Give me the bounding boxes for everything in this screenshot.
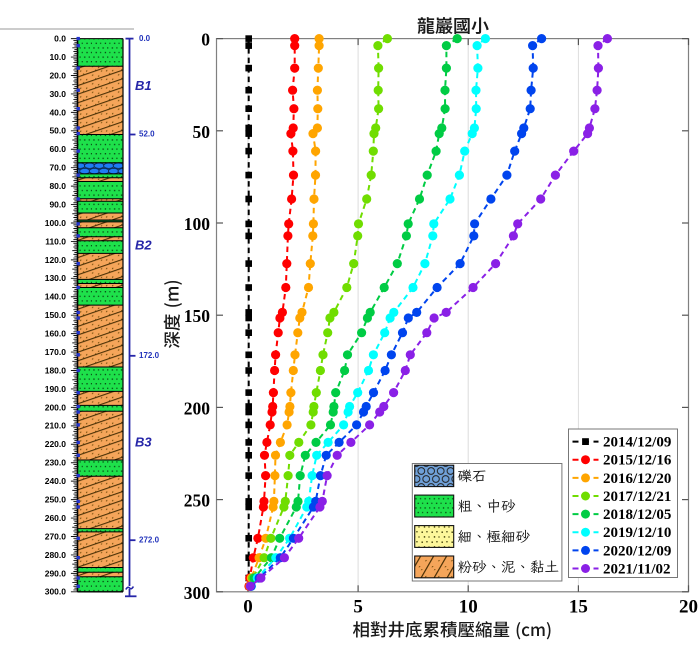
svg-text:2018/12/05: 2018/12/05 (603, 507, 671, 523)
svg-text:2015/12/16: 2015/12/16 (603, 453, 672, 469)
svg-text:150: 150 (184, 306, 211, 326)
svg-text:2017/12/21: 2017/12/21 (603, 489, 671, 505)
svg-text:70.0: 70.0 (49, 163, 66, 173)
svg-text:20.0: 20.0 (49, 70, 66, 80)
svg-text:5: 5 (353, 597, 363, 618)
svg-text:B2: B2 (135, 238, 152, 253)
svg-text:2021/11/02: 2021/11/02 (603, 562, 671, 578)
svg-text:2020/12/09: 2020/12/09 (603, 543, 671, 559)
svg-text:40.0: 40.0 (49, 107, 66, 117)
svg-text:0: 0 (201, 30, 210, 50)
svg-text:B1: B1 (135, 78, 152, 93)
svg-text:220.0: 220.0 (45, 439, 67, 449)
svg-text:170.0: 170.0 (45, 347, 67, 357)
svg-text:150.0: 150.0 (45, 310, 67, 320)
svg-text:200.0: 200.0 (45, 402, 67, 412)
svg-text:2014/12/09: 2014/12/09 (603, 435, 671, 451)
svg-text:200: 200 (184, 398, 211, 418)
svg-text:2019/12/10: 2019/12/10 (603, 525, 671, 541)
svg-text:110.0: 110.0 (45, 236, 66, 246)
svg-text:300: 300 (184, 583, 211, 603)
svg-text:30.0: 30.0 (49, 89, 66, 99)
svg-text:240.0: 240.0 (45, 476, 67, 486)
svg-text:50.0: 50.0 (49, 126, 66, 136)
svg-text:0.0: 0.0 (54, 34, 66, 44)
svg-text:0.0: 0.0 (139, 34, 151, 43)
svg-text:270.0: 270.0 (45, 531, 67, 541)
svg-text:180.0: 180.0 (45, 365, 67, 375)
svg-text:290.0: 290.0 (45, 568, 67, 578)
svg-text:20: 20 (679, 597, 698, 618)
svg-text:10.0: 10.0 (49, 52, 66, 62)
svg-text:100: 100 (184, 214, 211, 234)
svg-text:90.0: 90.0 (49, 200, 66, 210)
svg-text:120.0: 120.0 (45, 255, 67, 265)
svg-text:50: 50 (193, 122, 211, 142)
svg-text:52.0: 52.0 (139, 130, 155, 139)
svg-text:300.0: 300.0 (45, 587, 67, 597)
svg-text:B3: B3 (135, 435, 152, 450)
svg-text:190.0: 190.0 (45, 384, 67, 394)
svg-text:250.0: 250.0 (45, 495, 67, 505)
svg-text:280.0: 280.0 (45, 550, 67, 560)
svg-text:272.0: 272.0 (139, 535, 160, 544)
svg-text:0: 0 (243, 597, 253, 618)
svg-text:250: 250 (184, 491, 211, 511)
svg-text:140.0: 140.0 (45, 292, 67, 302)
svg-text:100.0: 100.0 (45, 218, 67, 228)
svg-text:172.0: 172.0 (139, 351, 160, 360)
svg-text:2016/12/20: 2016/12/20 (603, 471, 671, 487)
svg-text:210.0: 210.0 (45, 421, 67, 431)
svg-text:260.0: 260.0 (45, 513, 67, 523)
svg-text:80.0: 80.0 (49, 181, 66, 191)
svg-text:230.0: 230.0 (45, 458, 67, 468)
svg-text:130.0: 130.0 (45, 273, 67, 283)
svg-text:60.0: 60.0 (49, 144, 66, 154)
svg-text:160.0: 160.0 (45, 329, 67, 339)
svg-text:15: 15 (569, 597, 588, 618)
svg-text:10: 10 (459, 597, 478, 618)
